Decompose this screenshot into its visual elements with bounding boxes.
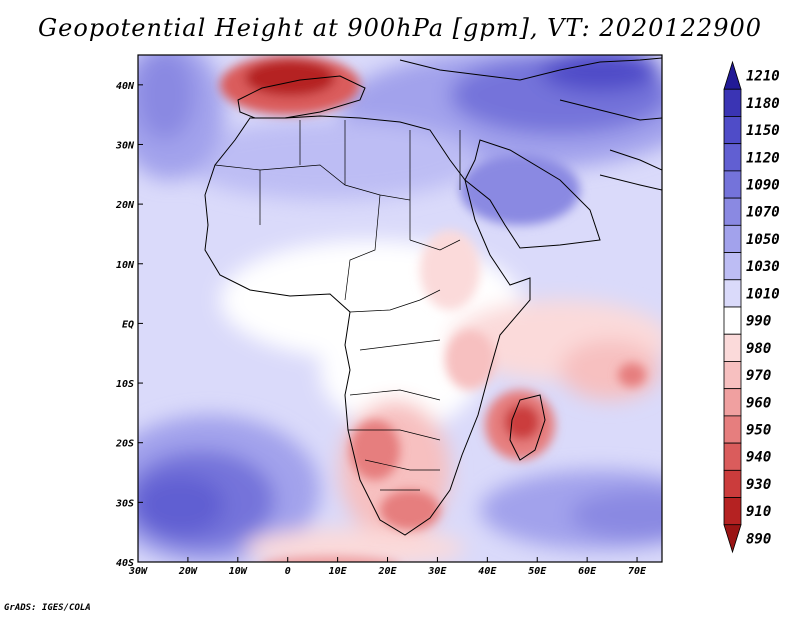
colorbar-swatch bbox=[723, 497, 742, 526]
madagascar-coast bbox=[509, 394, 546, 461]
x-tick-label: 60E bbox=[578, 566, 597, 577]
x-tick-label: 10W bbox=[229, 566, 248, 577]
y-tick-label: 40N bbox=[116, 81, 135, 92]
x-tick-label: 50E bbox=[528, 566, 547, 577]
colorbar-swatch bbox=[723, 524, 742, 554]
colorbar-swatch bbox=[723, 252, 742, 281]
colorbar-swatch bbox=[723, 333, 742, 362]
africa-borders bbox=[214, 120, 461, 491]
height-field-smooth bbox=[138, 55, 662, 562]
asia-borders bbox=[559, 99, 662, 121]
arabia-coast bbox=[464, 139, 601, 249]
y-tick-label: 30S bbox=[115, 498, 134, 509]
iberia-coast bbox=[237, 75, 366, 119]
colorbar-swatch bbox=[723, 279, 742, 308]
colorbar-swatch bbox=[723, 197, 742, 226]
colorbar-swatch bbox=[723, 224, 742, 253]
colorbar-swatch bbox=[723, 415, 742, 444]
colorbar-label: 1010 bbox=[746, 286, 780, 302]
colorbar-swatch bbox=[723, 361, 742, 390]
y-tick-label: 30N bbox=[115, 140, 135, 151]
country-borders bbox=[214, 120, 461, 491]
colorbar-swatch bbox=[723, 88, 742, 117]
colorbar-label: 1050 bbox=[746, 232, 780, 248]
colorbar-label: 950 bbox=[746, 423, 771, 439]
x-tick-label: 30W bbox=[128, 566, 148, 577]
colorbar-label: 910 bbox=[746, 504, 771, 520]
eurasia-coast bbox=[399, 57, 662, 81]
map-frame bbox=[137, 54, 663, 563]
colorbar-label: 1120 bbox=[746, 150, 780, 166]
x-tick-label: 70E bbox=[628, 566, 647, 577]
africa-coast bbox=[204, 115, 531, 536]
colorbar-label: 960 bbox=[746, 395, 771, 411]
colorbar-swatch bbox=[723, 60, 742, 90]
colorbar-label: 1090 bbox=[746, 178, 780, 194]
y-tick-label: EQ bbox=[122, 319, 134, 330]
colorbar-swatch bbox=[723, 116, 742, 145]
colorbar-label: 970 bbox=[746, 368, 771, 384]
colorbar-label: 980 bbox=[746, 341, 771, 357]
colorbar-label: 1210 bbox=[746, 69, 780, 85]
colorbar-label: 1150 bbox=[746, 123, 780, 139]
chart-title: Geopotential Height at 900hPa [gpm], VT:… bbox=[38, 14, 762, 42]
map-panel bbox=[138, 55, 662, 562]
colorbar-label: 940 bbox=[746, 450, 771, 466]
y-tick-label: 40S bbox=[116, 558, 134, 569]
y-tick-label: 10N bbox=[116, 260, 135, 271]
x-tick-label: 30E bbox=[427, 566, 447, 577]
colorbar-label: 1180 bbox=[746, 96, 780, 112]
x-tick-label: 0 bbox=[285, 566, 291, 577]
colorbar-swatch bbox=[723, 143, 742, 172]
y-tick-label: 20S bbox=[115, 439, 134, 450]
colorbar-swatch bbox=[723, 170, 742, 199]
colorbar-label: 1070 bbox=[746, 205, 780, 221]
south-asia-coast bbox=[599, 149, 662, 191]
y-tick-label: 10S bbox=[116, 379, 134, 390]
colorbar-label: 1030 bbox=[746, 259, 780, 275]
colorbar-label: 930 bbox=[746, 477, 771, 493]
colorbar-swatch bbox=[723, 442, 742, 471]
colorbar-label: 990 bbox=[746, 314, 771, 330]
x-tick-label: 10E bbox=[329, 566, 348, 577]
axis-ticks: 30W 20W 10W 0 10E 20E 30E 40E 50E 60E 70E 40N 30N 20N… bbox=[115, 81, 647, 577]
y-tick-label: 20N bbox=[115, 200, 135, 211]
colorbar-swatch bbox=[723, 469, 742, 498]
coastlines bbox=[204, 57, 662, 536]
colorbar: 1210 1180 1150 1120 1090 1070 1050 1030 1010 990 9… bbox=[723, 60, 780, 554]
colorbar-label: 890 bbox=[746, 531, 771, 547]
x-tick-label: 40E bbox=[478, 566, 497, 577]
colorbar-swatch bbox=[723, 306, 742, 335]
x-tick-label: 20W bbox=[178, 566, 198, 577]
credit-text: GrADS: IGES/COLA bbox=[4, 603, 91, 613]
x-tick-label: 20E bbox=[377, 566, 397, 577]
colorbar-swatch bbox=[723, 388, 742, 417]
height-field-detail bbox=[220, 55, 646, 562]
